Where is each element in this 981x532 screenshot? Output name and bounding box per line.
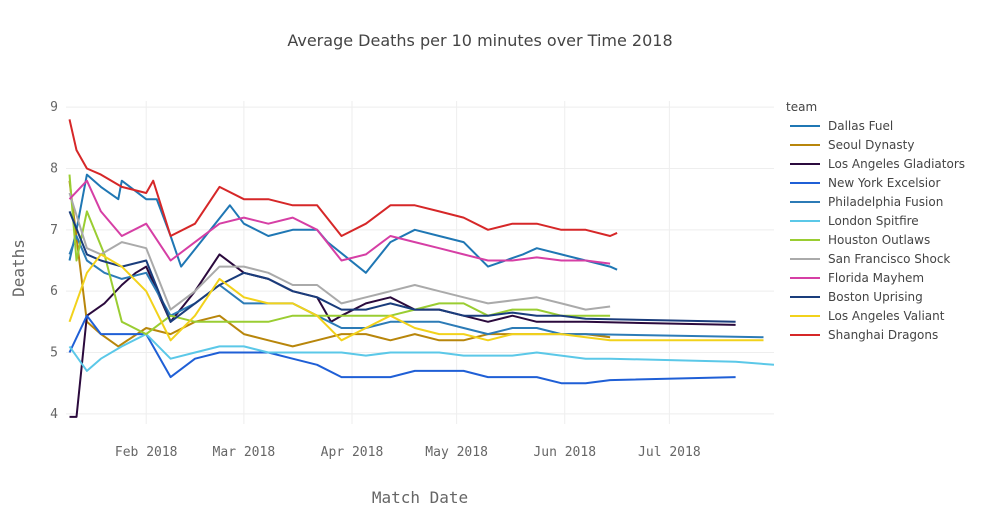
x-tick-label: Apr 2018	[321, 445, 384, 460]
chart-title: Average Deaths per 10 minutes over Time …	[287, 31, 672, 50]
x-tick-label: Feb 2018	[115, 445, 178, 460]
series-line-shanghai-dragons	[68, 119, 618, 237]
series-line-san-francisco-shock	[68, 192, 611, 311]
x-axis-title: Match Date	[372, 488, 468, 507]
legend-item[interactable]: San Francisco Shock	[828, 252, 950, 266]
series-line-philadelphia-fusion	[68, 235, 764, 339]
series-line-seoul-dynasty	[68, 180, 611, 348]
legend-item[interactable]: Boston Uprising	[828, 290, 923, 304]
legend-item[interactable]: Houston Outlaws	[828, 233, 930, 247]
y-tick-label: 6	[50, 284, 58, 299]
series-line-boston-uprising	[68, 211, 736, 323]
legend-item[interactable]: London Spitfire	[828, 214, 919, 228]
legend-item[interactable]: Los Angeles Gladiators	[828, 157, 965, 171]
y-axis-title: Deaths	[9, 239, 28, 297]
legend-item[interactable]: Dallas Fuel	[828, 119, 893, 133]
axis-ticks: 4 5 6 7 8 9 Feb 2018 Mar 2018 Apr 2018 May 2018 Ju…	[50, 100, 701, 460]
y-tick-label: 5	[50, 346, 58, 361]
plot-area	[68, 119, 774, 418]
y-tick-label: 8	[50, 161, 58, 176]
y-tick-label: 9	[50, 100, 58, 115]
legend-item[interactable]: New York Excelsior	[828, 176, 940, 190]
legend: team Dallas Fuel Seoul Dynasty Los Angeles…	[786, 100, 965, 342]
x-tick-label: Jul 2018	[638, 445, 701, 460]
series-line-florida-mayhem	[68, 179, 611, 265]
legend-item[interactable]: Philadelphia Fusion	[828, 195, 943, 209]
legend-item[interactable]: Los Angeles Valiant	[828, 309, 945, 323]
y-tick-label: 4	[50, 407, 58, 422]
series-line-los-angeles-valiant	[68, 253, 764, 342]
x-tick-label: Jun 2018	[533, 445, 596, 460]
legend-item[interactable]: Shanghai Dragons	[828, 328, 938, 342]
x-tick-label: May 2018	[425, 445, 488, 460]
series-line-new-york-excelsior	[68, 314, 736, 385]
legend-title: team	[786, 100, 817, 114]
y-tick-label: 7	[50, 223, 58, 238]
legend-item[interactable]: Seoul Dynasty	[828, 138, 914, 152]
x-tick-label: Mar 2018	[213, 445, 276, 460]
legend-item[interactable]: Florida Mayhem	[828, 271, 924, 285]
series-line-london-spitfire	[68, 333, 774, 372]
